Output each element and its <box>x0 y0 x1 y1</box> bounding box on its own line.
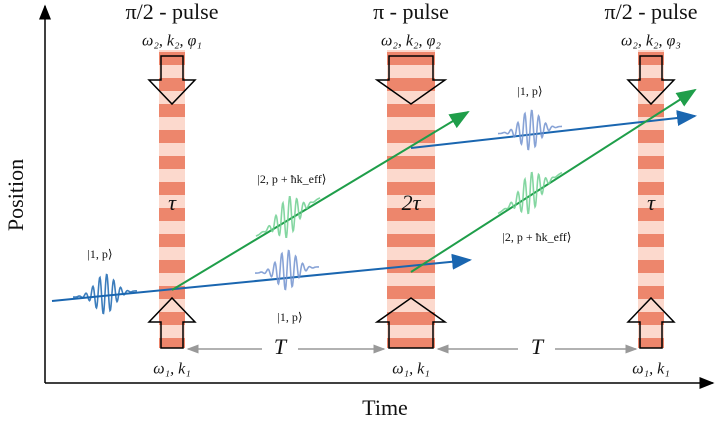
beam-arrow-down <box>147 55 197 106</box>
beam-arrow-down <box>626 55 676 106</box>
state-label: |1, p⟩ <box>517 84 542 98</box>
pulse-top-label: ω₂, k₂, φ₁ <box>142 33 202 50</box>
state-label: |2, p + ħk_eff⟩ <box>503 230 572 244</box>
y-axis-label: Position <box>3 159 28 231</box>
beam-arrow-up <box>374 297 448 349</box>
beam-arrow-down <box>374 55 448 105</box>
pulse-top-label: ω₂, k₂, φ₂ <box>381 33 441 50</box>
beam-arrow-up <box>626 296 676 349</box>
beam-arrow-up <box>147 296 197 349</box>
wave-packet <box>73 273 137 315</box>
interval-label: T <box>531 334 545 359</box>
state-label: |2, p + ħk_eff⟩ <box>258 172 327 186</box>
wave-packet <box>255 196 321 238</box>
pulse-duration: 2τ <box>402 190 422 215</box>
pulse-duration: τ <box>168 190 177 215</box>
pulse-bottom-label: ω₁, k₁ <box>632 361 670 378</box>
lower-path <box>51 253 472 302</box>
laser-beams <box>147 50 676 349</box>
lower-path-after <box>410 88 697 273</box>
wave-packet <box>498 109 562 151</box>
wave-packet <box>255 249 319 291</box>
pulse-title: π/2 - pulse <box>605 0 698 24</box>
state-label: |1, p⟩ <box>87 247 112 261</box>
pulse-bottom-label: ω₁, k₁ <box>392 361 430 378</box>
pulse-title: π/2 - pulse <box>126 0 219 24</box>
state-label: |1, p⟩ <box>277 310 302 324</box>
wave-packet <box>497 171 563 215</box>
interval-label: T <box>274 334 288 359</box>
x-axis-label: Time <box>362 395 408 420</box>
pulse-bottom-label: ω₁, k₁ <box>153 361 191 378</box>
pulse-title: π - pulse <box>373 0 449 24</box>
pulse-duration: τ <box>647 190 656 215</box>
upper-path <box>171 110 470 291</box>
pulse-top-label: ω₂, k₂, φ₃ <box>621 33 681 50</box>
